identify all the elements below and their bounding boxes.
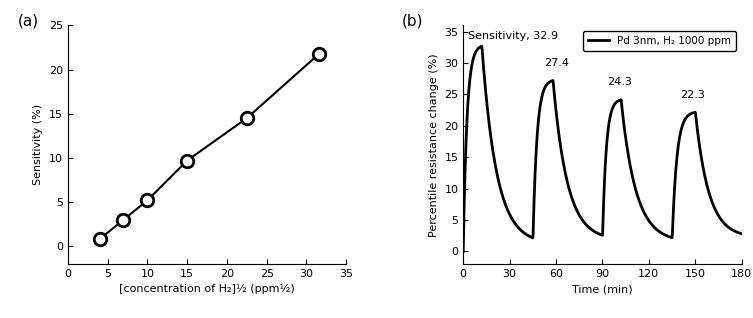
Text: (a): (a) [17,13,38,29]
Y-axis label: Percentile resistance change (%): Percentile resistance change (%) [428,53,439,237]
Legend: Pd 3nm, H₂ 1000 ppm: Pd 3nm, H₂ 1000 ppm [583,31,736,51]
X-axis label: [concentration of H₂]½ (ppm½): [concentration of H₂]½ (ppm½) [119,284,295,294]
Text: (b): (b) [402,13,423,29]
X-axis label: Time (min): Time (min) [572,284,633,294]
Text: Sensitivity, 32.9: Sensitivity, 32.9 [468,31,558,41]
Text: 24.3: 24.3 [607,77,632,87]
Text: 27.4: 27.4 [544,58,569,68]
Text: 22.3: 22.3 [680,89,705,100]
Y-axis label: Sensitivity (%): Sensitivity (%) [33,104,43,185]
